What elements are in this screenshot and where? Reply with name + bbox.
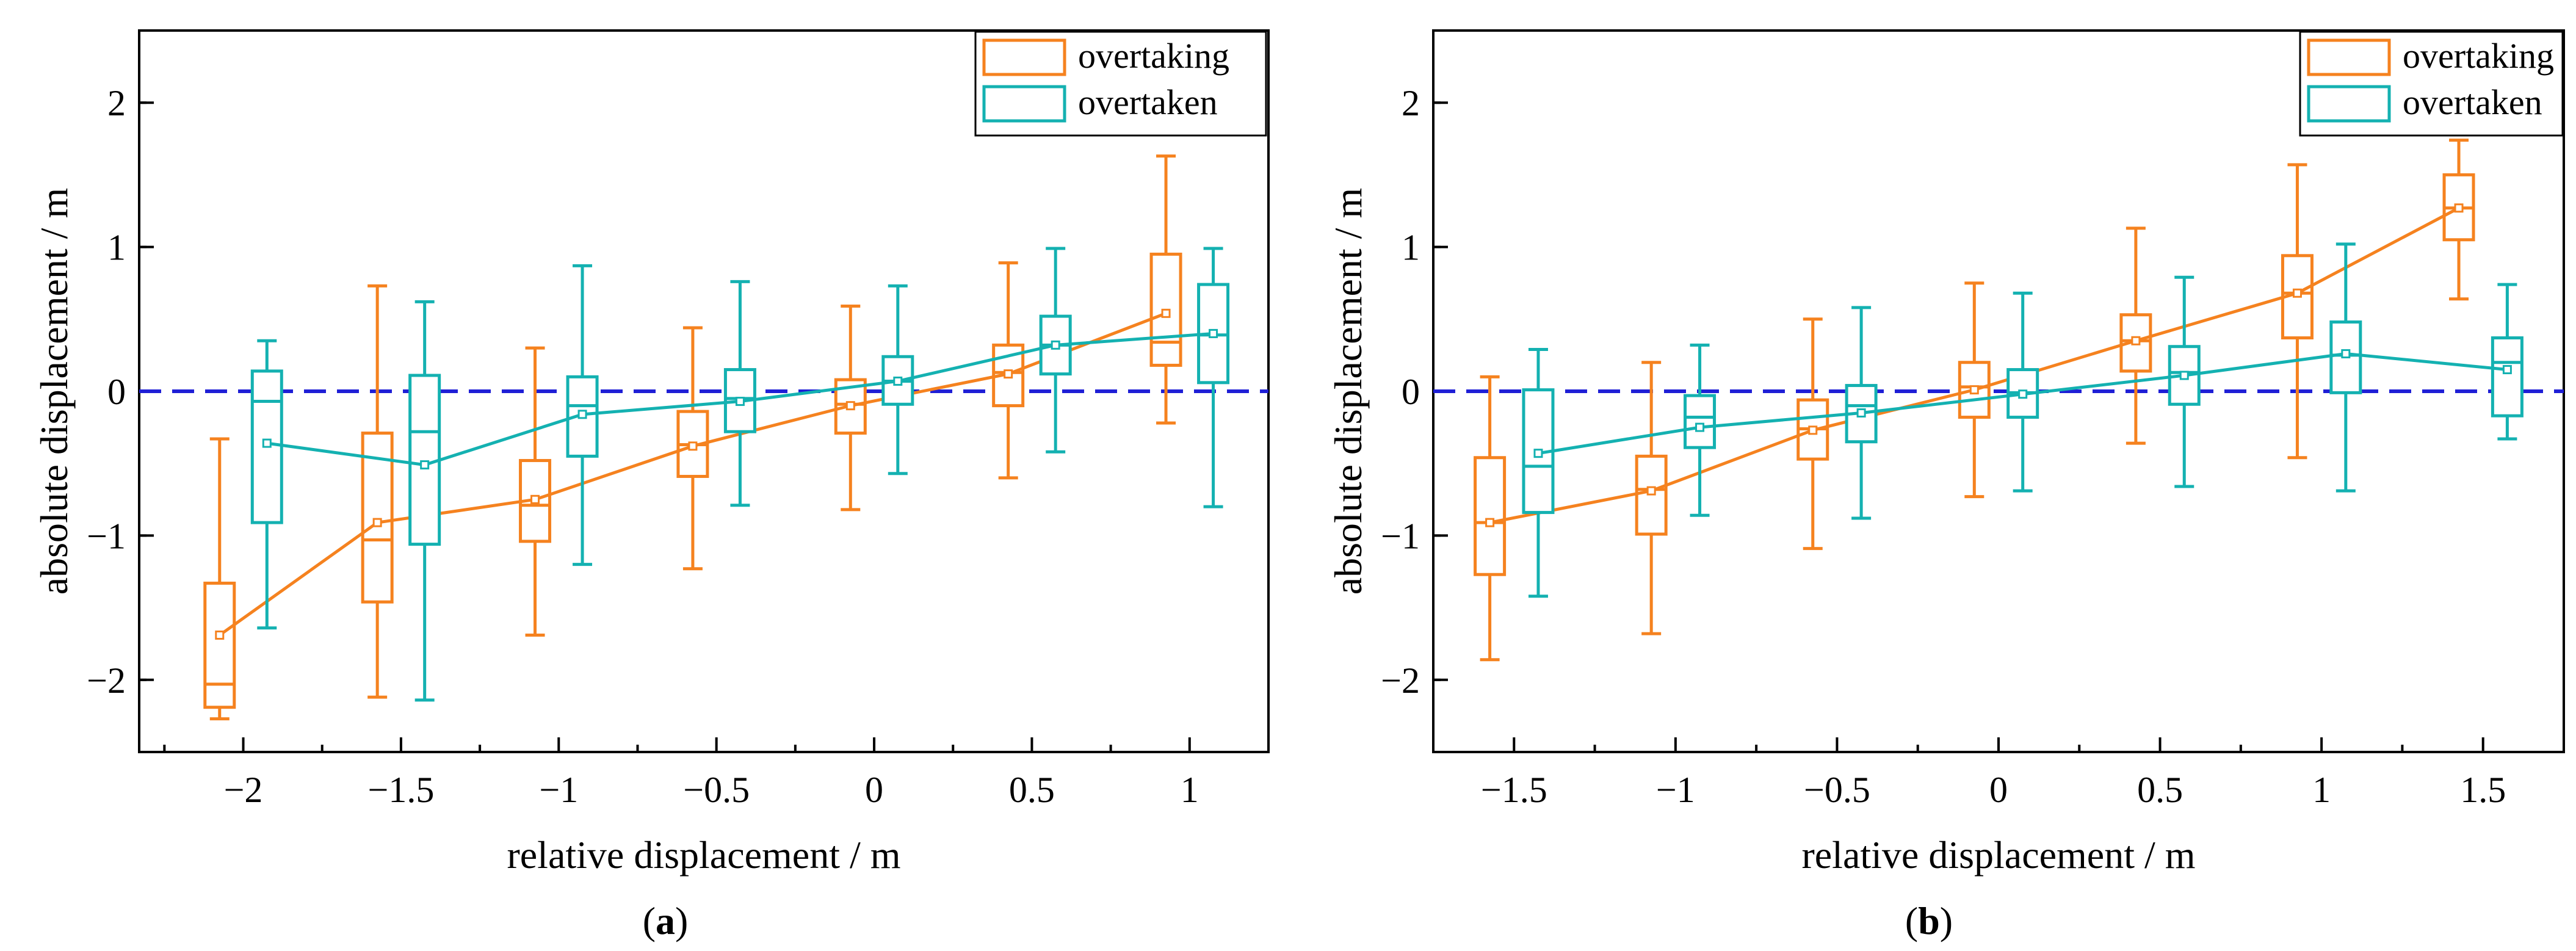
x-tick-label: 0.5 xyxy=(1009,770,1055,810)
iqr-box xyxy=(1474,456,1507,576)
series-overtaken xyxy=(250,247,1230,702)
x-axis-title: relative displacement / m xyxy=(507,833,900,877)
box-overtaken xyxy=(408,300,441,702)
y-tick-label: 1 xyxy=(107,228,126,268)
panel-caption-caption-close: ) xyxy=(675,899,688,942)
iqr-box xyxy=(1684,394,1717,449)
box-overtaking xyxy=(361,284,394,699)
series-overtaken xyxy=(1522,242,2524,598)
panel-caption-caption-open: ( xyxy=(643,899,656,942)
mean-marker xyxy=(2018,389,2028,399)
y-tick-label: 1 xyxy=(1402,228,1420,268)
mean-marker xyxy=(2502,365,2512,375)
x-tick-label: −0.5 xyxy=(683,770,750,810)
x-tick-label: 0 xyxy=(865,770,883,810)
panel-caption-caption-open: ( xyxy=(1905,899,1918,942)
legend-swatch-overtaking xyxy=(2307,38,2391,76)
box-overtaking xyxy=(1474,375,1507,662)
mean-marker xyxy=(1004,369,1013,379)
x-tick-label: −1.5 xyxy=(1481,770,1547,810)
y-tick-label: 0 xyxy=(1402,372,1420,412)
x-tick-label: −1 xyxy=(539,770,578,810)
mean-marker xyxy=(688,441,698,451)
x-tick-label: 1 xyxy=(1181,770,1199,810)
panel-caption-panel-label: a xyxy=(656,899,675,942)
legend-label-overtaking: overtaking xyxy=(1078,36,1229,76)
mean-marker xyxy=(1969,385,1979,395)
x-tick-label: −2 xyxy=(224,770,263,810)
y-tick-label: 2 xyxy=(1402,83,1420,123)
iqr-box xyxy=(2491,336,2524,418)
panel-caption: (a) xyxy=(643,899,689,942)
x-tick-label: −1 xyxy=(1656,770,1695,810)
y-tick-label: 0 xyxy=(107,372,126,412)
mean-marker xyxy=(2341,349,2351,359)
mean-marker xyxy=(735,397,745,407)
iqr-box xyxy=(361,432,394,604)
mean-marker xyxy=(1856,408,1866,418)
mean-marker xyxy=(262,438,272,448)
x-axis-title: relative displacement / m xyxy=(1801,833,2195,877)
mean-marker xyxy=(893,376,903,386)
box-overtaking xyxy=(2281,163,2314,460)
mean-marker xyxy=(2292,288,2302,298)
x-tick-label: 0.5 xyxy=(2137,770,2183,810)
box-overtaken xyxy=(250,339,283,630)
panel-caption: (b) xyxy=(1905,899,1953,942)
panel-caption-caption-close: ) xyxy=(1940,899,1953,942)
panel-caption-panel-label: b xyxy=(1918,899,1940,942)
mean-marker xyxy=(2454,203,2464,213)
mean-marker xyxy=(2131,336,2141,345)
mean-marker xyxy=(420,460,430,470)
legend: overtaking overtaken xyxy=(974,31,1267,137)
series-overtaking xyxy=(203,154,1182,721)
legend: overtaking overtaken xyxy=(2299,31,2564,137)
box-overtaking xyxy=(203,437,236,721)
mean-marker xyxy=(577,410,587,419)
mean-marker xyxy=(1161,308,1171,318)
mean-marker xyxy=(372,518,382,527)
y-axis-title: absolute displacement / m xyxy=(1326,188,1370,595)
legend-label-overtaking: overtaking xyxy=(2403,36,2554,76)
box-overtaking xyxy=(1796,317,1829,551)
mean-marker xyxy=(1808,425,1818,435)
iqr-box xyxy=(408,374,441,546)
x-tick-label: 1.5 xyxy=(2460,770,2506,810)
y-axis-title: absolute displacement / m xyxy=(32,188,76,595)
legend-label-overtaken: overtaken xyxy=(1078,82,1218,122)
mean-marker xyxy=(1646,486,1656,496)
series-overtaking xyxy=(1474,139,2475,662)
x-tick-label: −0.5 xyxy=(1804,770,1870,810)
mean-marker xyxy=(215,631,225,640)
y-tick-label: 2 xyxy=(107,83,126,123)
y-tick-label: −2 xyxy=(1381,660,1420,701)
legend-swatch-overtaken xyxy=(2307,85,2391,123)
box-overtaken xyxy=(2491,283,2524,441)
legend-swatch-overtaken xyxy=(982,85,1066,123)
mean-marker xyxy=(1485,518,1495,527)
legend-swatch-overtaking xyxy=(982,38,1066,76)
box-overtaken xyxy=(1684,343,1717,517)
iqr-box xyxy=(203,581,236,709)
y-tick-label: −2 xyxy=(87,660,126,701)
mean-marker xyxy=(1051,340,1060,350)
y-tick-label: −1 xyxy=(87,516,126,556)
mean-marker xyxy=(845,401,855,411)
x-tick-label: 1 xyxy=(2312,770,2331,810)
y-tick-label: −1 xyxy=(1381,516,1420,556)
mean-marker xyxy=(530,494,540,504)
x-tick-label: −1.5 xyxy=(367,770,434,810)
legend-label-overtaken: overtaken xyxy=(2403,82,2542,122)
mean-marker xyxy=(1209,328,1218,338)
x-tick-label: 0 xyxy=(1989,770,2008,810)
mean-marker xyxy=(2179,371,2189,380)
mean-marker xyxy=(1533,449,1543,458)
mean-marker xyxy=(1695,422,1705,432)
